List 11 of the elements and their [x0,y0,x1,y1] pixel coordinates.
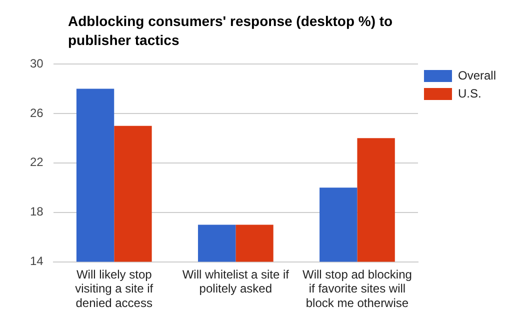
x-tick-label: Will likely stop visiting a site if denied access [75,267,154,310]
y-tick-label: 22 [30,155,44,170]
legend-label: U.S. [458,86,482,100]
y-tick-label: 30 [30,56,44,70]
legend-label: Overall [458,68,496,82]
x-tick-label: Will whitelist a site if politely asked [182,267,290,296]
chart-title: Adblocking consumers' response (desktop %) to publisher tactics [68,12,394,50]
x-tick-label: Will stop ad blocking if favorite sites will block me otherwise [302,267,412,310]
y-tick-label: 26 [30,106,44,120]
y-tick-label: 14 [30,254,44,268]
y-tick-label: 18 [30,204,44,219]
